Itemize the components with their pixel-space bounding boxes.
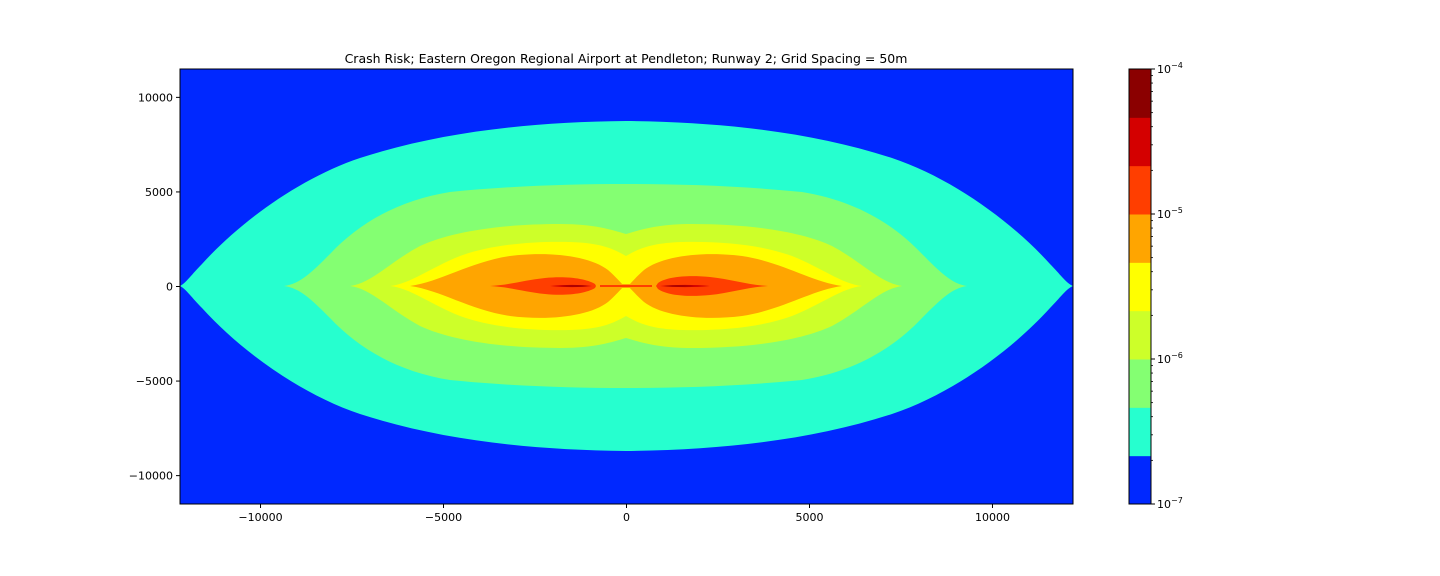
colorbar-tick-exponent: −6 [1171,351,1183,360]
x-axis: −10000 −5000 0 5000 10000 [238,504,1010,524]
x-tick-label: 0 [623,511,630,524]
colorbar-tick-label: 10−5 [1157,206,1183,221]
y-axis: 10000 5000 0 −5000 −10000 [129,91,180,483]
contour-band-2e-5-center [600,285,652,287]
colorbar-band [1129,455,1151,505]
x-tick-label: 5000 [795,511,823,524]
colorbar-tick-exponent: −4 [1171,61,1183,70]
contour-band-2e-5-right [656,276,768,296]
colorbar-band [1129,69,1151,118]
colorbar-tick-base: 10 [1157,63,1171,76]
colorbar-band [1129,359,1151,408]
colorbar-band [1129,165,1151,215]
colorbar-band [1129,214,1151,263]
y-tick-label: 10000 [138,91,173,104]
x-tick-label: 10000 [975,511,1010,524]
colorbar-band [1129,310,1151,360]
y-tick-label: −10000 [129,470,173,483]
colorbar-tick-exponent: −7 [1171,496,1183,505]
colorbar-tick-base: 10 [1157,353,1171,366]
contour-band-5e-5 [560,285,694,287]
y-tick-label: 5000 [145,186,173,199]
x-tick-label: −10000 [238,511,282,524]
colorbar-tick-base: 10 [1157,208,1171,221]
x-tick-label: −5000 [425,511,462,524]
colorbar-frame [1128,68,1152,505]
y-tick-label: 0 [166,281,173,294]
y-tick-label: −5000 [136,375,173,388]
colorbar: 10−710−610−510−4 [1128,61,1183,511]
plot-area [180,69,1073,504]
colorbar-band [1129,262,1151,312]
colorbar-tick-label: 10−4 [1157,61,1183,76]
colorbar-band [1129,407,1151,457]
colorbar-tick-exponent: −5 [1171,206,1183,215]
colorbar-tick-label: 10−7 [1157,496,1183,511]
colorbar-tick-base: 10 [1157,498,1171,511]
contour-band-2e-5-left [490,277,596,295]
colorbar-tick-label: 10−6 [1157,351,1183,366]
chart-title: Crash Risk; Eastern Oregon Regional Airp… [345,51,908,66]
colorbar-band [1129,117,1151,167]
